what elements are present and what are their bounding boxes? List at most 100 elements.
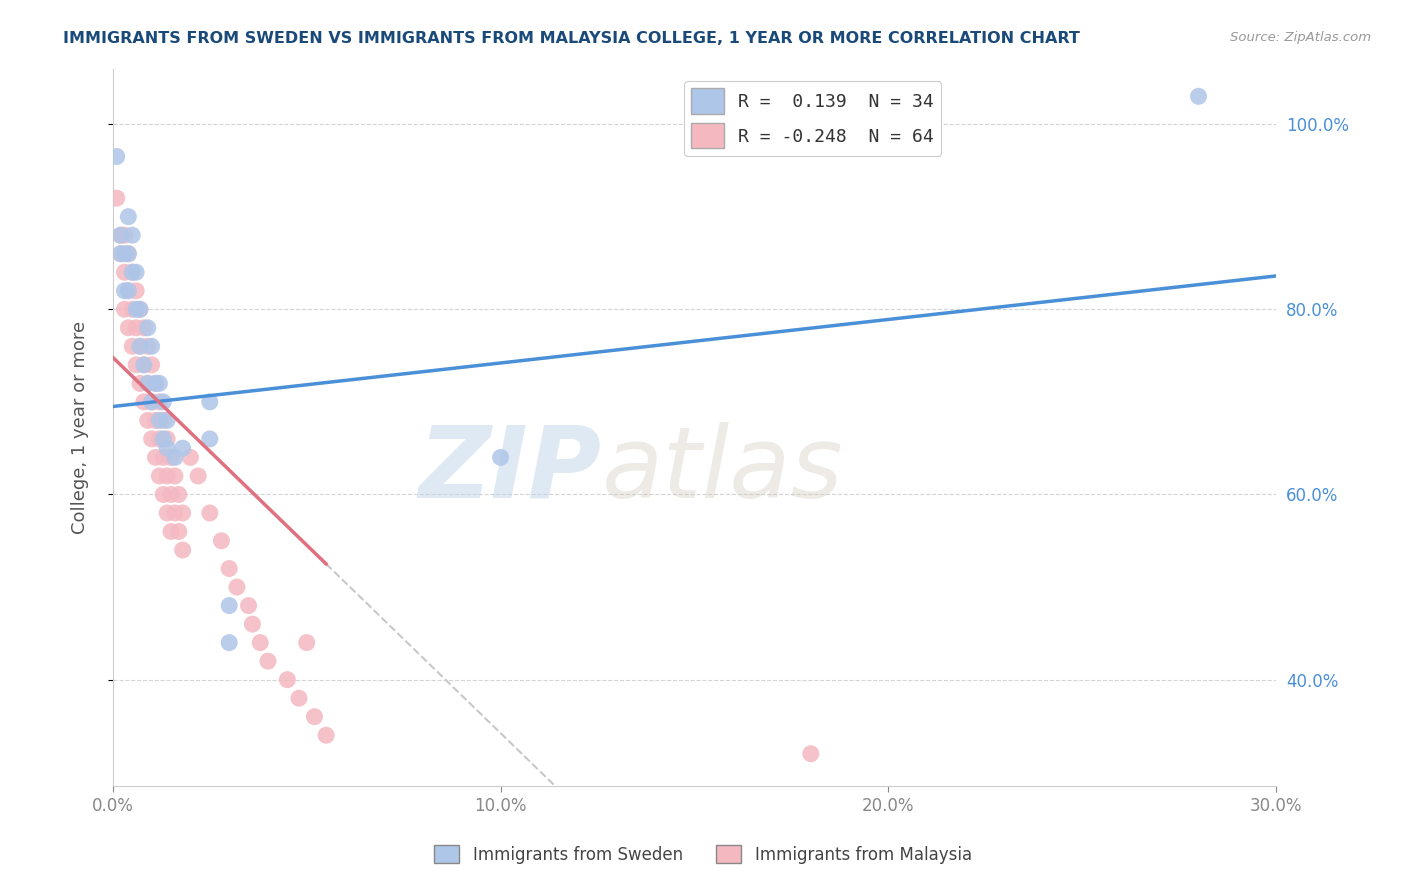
Point (125, 265, 148, 279)
Point (117, 284, 139, 298)
Legend: R =  0.139  N = 34, R = -0.248  N = 64: R = 0.139 N = 34, R = -0.248 N = 64 (685, 81, 942, 156)
Point (110, 246, 132, 260)
Point (238, 599, 260, 613)
Point (117, 246, 139, 260)
Point (121, 265, 143, 279)
Point (304, 709, 326, 723)
Point (117, 210, 139, 224)
Text: Source: ZipAtlas.com: Source: ZipAtlas.com (1230, 31, 1371, 45)
Point (148, 395, 170, 409)
Point (152, 450, 174, 465)
Point (209, 533, 232, 548)
Point (198, 395, 221, 409)
Point (218, 561, 240, 575)
Point (141, 395, 163, 409)
Point (125, 320, 148, 334)
Point (136, 376, 159, 391)
Point (179, 450, 201, 465)
Point (117, 246, 139, 260)
Point (141, 358, 163, 372)
Point (148, 432, 170, 446)
Point (198, 432, 221, 446)
Point (129, 302, 152, 317)
Point (129, 339, 152, 353)
Point (152, 413, 174, 427)
Point (129, 339, 152, 353)
Point (242, 617, 264, 632)
Point (145, 450, 167, 465)
Point (132, 358, 155, 372)
Point (163, 450, 186, 465)
Point (152, 432, 174, 446)
Point (156, 469, 179, 483)
Point (295, 635, 318, 649)
Point (117, 320, 139, 334)
Point (156, 441, 179, 455)
Legend: Immigrants from Sweden, Immigrants from Malaysia: Immigrants from Sweden, Immigrants from … (427, 838, 979, 871)
Point (132, 320, 155, 334)
Point (249, 635, 271, 649)
Point (125, 284, 148, 298)
Point (132, 358, 155, 372)
Point (288, 691, 311, 706)
Text: ZIP: ZIP (419, 422, 602, 519)
Point (172, 441, 194, 455)
Point (156, 413, 179, 427)
Point (114, 265, 136, 279)
Point (148, 376, 170, 391)
Point (172, 506, 194, 520)
Point (125, 358, 148, 372)
Point (148, 413, 170, 427)
Point (114, 302, 136, 317)
Point (1187, 89, 1209, 103)
Point (152, 487, 174, 501)
Point (125, 302, 148, 317)
Point (141, 395, 163, 409)
Point (198, 506, 221, 520)
Point (114, 284, 136, 298)
Point (114, 228, 136, 243)
Point (187, 469, 209, 483)
Point (121, 339, 143, 353)
Text: atlas: atlas (602, 422, 844, 519)
Point (257, 654, 280, 668)
Point (141, 339, 163, 353)
Point (163, 506, 186, 520)
Point (160, 524, 183, 539)
Y-axis label: College, 1 year or more: College, 1 year or more (72, 321, 89, 534)
Point (132, 395, 155, 409)
Point (129, 302, 152, 317)
Point (172, 543, 194, 558)
Point (136, 413, 159, 427)
Point (218, 599, 240, 613)
Point (156, 506, 179, 520)
Text: IMMIGRANTS FROM SWEDEN VS IMMIGRANTS FROM MALAYSIA COLLEGE, 1 YEAR OR MORE CORRE: IMMIGRANTS FROM SWEDEN VS IMMIGRANTS FRO… (63, 31, 1080, 46)
Point (167, 487, 190, 501)
Point (152, 395, 174, 409)
Point (145, 413, 167, 427)
Point (167, 524, 190, 539)
Point (121, 302, 143, 317)
Point (163, 469, 186, 483)
Point (136, 320, 159, 334)
Point (148, 469, 170, 483)
Point (145, 376, 167, 391)
Point (114, 246, 136, 260)
Point (110, 246, 132, 260)
Point (160, 487, 183, 501)
Point (218, 635, 240, 649)
Point (136, 376, 159, 391)
Point (141, 432, 163, 446)
Point (121, 265, 143, 279)
Point (136, 339, 159, 353)
Point (156, 432, 179, 446)
Point (121, 228, 143, 243)
Point (226, 580, 249, 594)
Point (110, 228, 132, 243)
Point (276, 673, 298, 687)
Point (160, 450, 183, 465)
Point (315, 728, 337, 742)
Point (129, 376, 152, 391)
Point (145, 376, 167, 391)
Point (800, 747, 823, 761)
